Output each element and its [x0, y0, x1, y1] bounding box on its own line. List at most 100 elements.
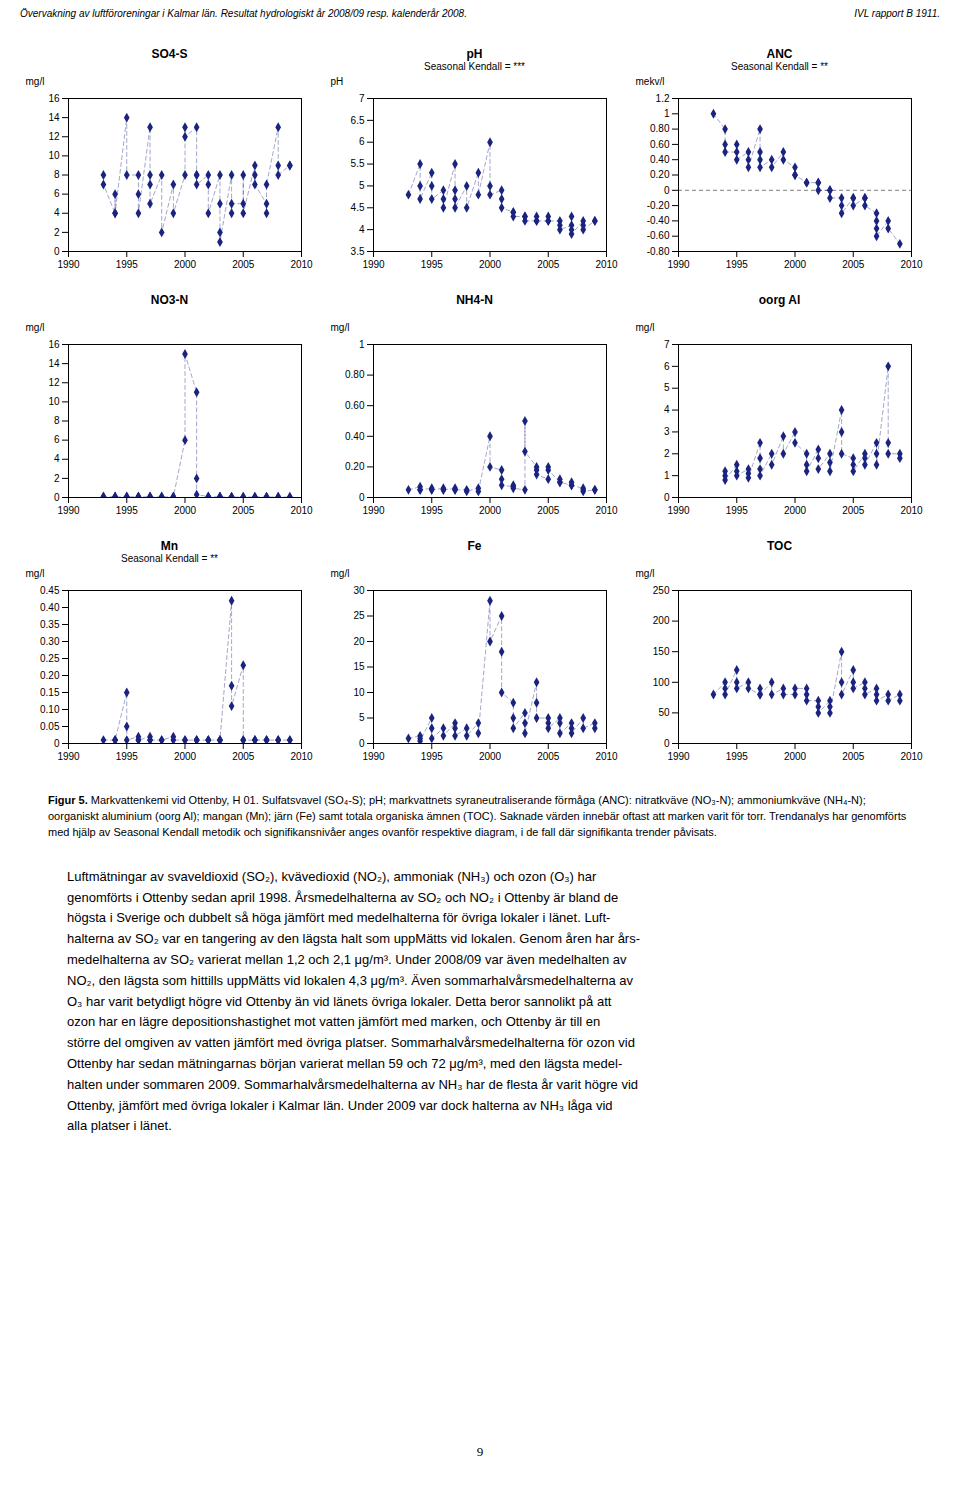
svg-text:0.10: 0.10	[40, 704, 60, 715]
svg-text:30: 30	[353, 585, 365, 596]
svg-text:2000: 2000	[784, 751, 807, 762]
svg-text:0: 0	[54, 492, 60, 503]
svg-text:5: 5	[359, 712, 365, 723]
svg-text:2000: 2000	[174, 751, 197, 762]
svg-text:1990: 1990	[362, 259, 385, 270]
svg-text:1990: 1990	[57, 259, 80, 270]
svg-text:2010: 2010	[290, 505, 313, 516]
svg-text:20: 20	[353, 636, 365, 647]
svg-text:0: 0	[664, 185, 670, 196]
svg-text:2000: 2000	[174, 259, 197, 270]
svg-text:1990: 1990	[362, 751, 385, 762]
svg-text:2: 2	[54, 473, 60, 484]
svg-text:1990: 1990	[667, 751, 690, 762]
svg-text:100: 100	[653, 677, 670, 688]
svg-text:0.60: 0.60	[650, 139, 670, 150]
svg-text:0: 0	[359, 492, 365, 503]
svg-text:2010: 2010	[900, 751, 923, 762]
svg-text:mekv/l: mekv/l	[636, 76, 665, 87]
svg-text:16: 16	[48, 93, 60, 104]
svg-text:0.20: 0.20	[345, 461, 365, 472]
svg-text:0.45: 0.45	[40, 585, 60, 596]
svg-text:2000: 2000	[479, 259, 502, 270]
svg-text:0.20: 0.20	[40, 670, 60, 681]
svg-text:7: 7	[664, 339, 670, 350]
svg-text:1995: 1995	[726, 751, 749, 762]
svg-text:2005: 2005	[842, 259, 865, 270]
svg-text:mg/l: mg/l	[26, 322, 45, 333]
svg-text:0: 0	[54, 246, 60, 257]
svg-text:10: 10	[48, 150, 60, 161]
svg-text:2000: 2000	[784, 505, 807, 516]
svg-text:0: 0	[664, 492, 670, 503]
svg-text:0: 0	[54, 738, 60, 749]
svg-text:6.5: 6.5	[351, 115, 365, 126]
svg-text:-0.20: -0.20	[647, 200, 670, 211]
svg-text:12: 12	[48, 131, 60, 142]
svg-text:2010: 2010	[900, 259, 923, 270]
svg-text:1995: 1995	[116, 751, 139, 762]
svg-text:4: 4	[359, 224, 365, 235]
svg-text:2005: 2005	[537, 259, 560, 270]
svg-text:1995: 1995	[116, 259, 139, 270]
svg-text:0.60: 0.60	[345, 400, 365, 411]
svg-text:5: 5	[359, 180, 365, 191]
svg-text:16: 16	[48, 339, 60, 350]
svg-text:2010: 2010	[900, 505, 923, 516]
svg-text:2010: 2010	[290, 751, 313, 762]
svg-text:0: 0	[359, 738, 365, 749]
svg-text:6: 6	[359, 136, 365, 147]
svg-text:4: 4	[54, 453, 60, 464]
svg-text:2010: 2010	[595, 259, 618, 270]
svg-text:0.15: 0.15	[40, 687, 60, 698]
svg-text:2: 2	[54, 227, 60, 238]
svg-text:2005: 2005	[232, 751, 255, 762]
svg-text:mg/l: mg/l	[331, 322, 350, 333]
svg-text:15: 15	[353, 661, 365, 672]
svg-text:6: 6	[54, 434, 60, 445]
svg-text:2: 2	[664, 448, 670, 459]
svg-text:1990: 1990	[362, 505, 385, 516]
svg-text:1995: 1995	[726, 505, 749, 516]
svg-text:3.5: 3.5	[351, 246, 365, 257]
svg-text:0.35: 0.35	[40, 619, 60, 630]
svg-text:2010: 2010	[290, 259, 313, 270]
svg-text:5: 5	[664, 382, 670, 393]
svg-text:1.2: 1.2	[656, 93, 670, 104]
svg-text:200: 200	[653, 615, 670, 626]
svg-text:-0.60: -0.60	[647, 230, 670, 241]
svg-text:1990: 1990	[57, 751, 80, 762]
svg-text:0.80: 0.80	[345, 369, 365, 380]
svg-text:7: 7	[359, 93, 365, 104]
svg-text:0.40: 0.40	[650, 154, 670, 165]
svg-text:12: 12	[48, 377, 60, 388]
svg-text:50: 50	[658, 707, 670, 718]
svg-text:0.25: 0.25	[40, 653, 60, 664]
svg-text:4: 4	[54, 207, 60, 218]
svg-text:4: 4	[664, 404, 670, 415]
svg-text:1: 1	[664, 470, 670, 481]
svg-text:2000: 2000	[479, 751, 502, 762]
svg-text:pH: pH	[331, 76, 344, 87]
svg-text:250: 250	[653, 585, 670, 596]
svg-text:2005: 2005	[842, 505, 865, 516]
svg-text:25: 25	[353, 610, 365, 621]
svg-text:2005: 2005	[232, 505, 255, 516]
svg-text:150: 150	[653, 646, 670, 657]
svg-text:mg/l: mg/l	[636, 322, 655, 333]
svg-text:2010: 2010	[595, 751, 618, 762]
svg-text:14: 14	[48, 112, 60, 123]
svg-text:2005: 2005	[842, 751, 865, 762]
svg-text:-0.40: -0.40	[647, 215, 670, 226]
svg-text:5.5: 5.5	[351, 158, 365, 169]
svg-text:3: 3	[664, 426, 670, 437]
svg-text:10: 10	[48, 396, 60, 407]
svg-text:0.40: 0.40	[345, 431, 365, 442]
svg-text:1: 1	[664, 108, 670, 119]
svg-text:1990: 1990	[667, 505, 690, 516]
svg-text:1995: 1995	[421, 505, 444, 516]
svg-text:1990: 1990	[57, 505, 80, 516]
svg-text:0.30: 0.30	[40, 636, 60, 647]
svg-text:8: 8	[54, 415, 60, 426]
svg-text:0.05: 0.05	[40, 721, 60, 732]
